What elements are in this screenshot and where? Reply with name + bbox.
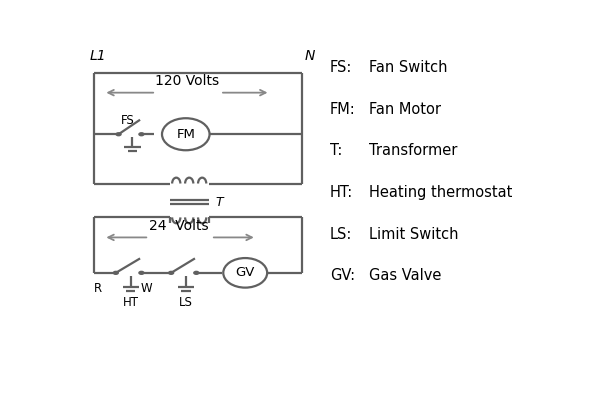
Text: L1: L1	[90, 49, 106, 63]
Text: FS: FS	[122, 114, 135, 126]
Text: N: N	[304, 49, 315, 63]
Text: HT: HT	[123, 296, 139, 309]
Text: FM:: FM:	[330, 102, 356, 117]
Text: 120 Volts: 120 Volts	[155, 74, 219, 88]
Text: Fan Motor: Fan Motor	[369, 102, 441, 117]
Text: GV:: GV:	[330, 268, 355, 283]
Text: Fan Switch: Fan Switch	[369, 60, 447, 75]
Text: Heating thermostat: Heating thermostat	[369, 185, 512, 200]
Text: FM: FM	[176, 128, 195, 141]
Text: Gas Valve: Gas Valve	[369, 268, 441, 283]
Circle shape	[113, 271, 119, 275]
Circle shape	[168, 271, 175, 275]
Text: R: R	[94, 282, 102, 295]
Text: HT:: HT:	[330, 185, 353, 200]
Text: W: W	[140, 282, 152, 295]
Text: Transformer: Transformer	[369, 144, 457, 158]
Text: LS:: LS:	[330, 227, 352, 242]
Text: T: T	[215, 196, 223, 209]
Circle shape	[138, 132, 145, 136]
Text: LS: LS	[179, 296, 193, 309]
Circle shape	[138, 271, 145, 275]
Text: 24  Volts: 24 Volts	[149, 219, 209, 233]
Text: T:: T:	[330, 144, 342, 158]
Circle shape	[193, 271, 199, 275]
Text: GV: GV	[235, 266, 255, 279]
Circle shape	[116, 132, 122, 136]
Text: FS:: FS:	[330, 60, 352, 75]
Text: Limit Switch: Limit Switch	[369, 227, 458, 242]
